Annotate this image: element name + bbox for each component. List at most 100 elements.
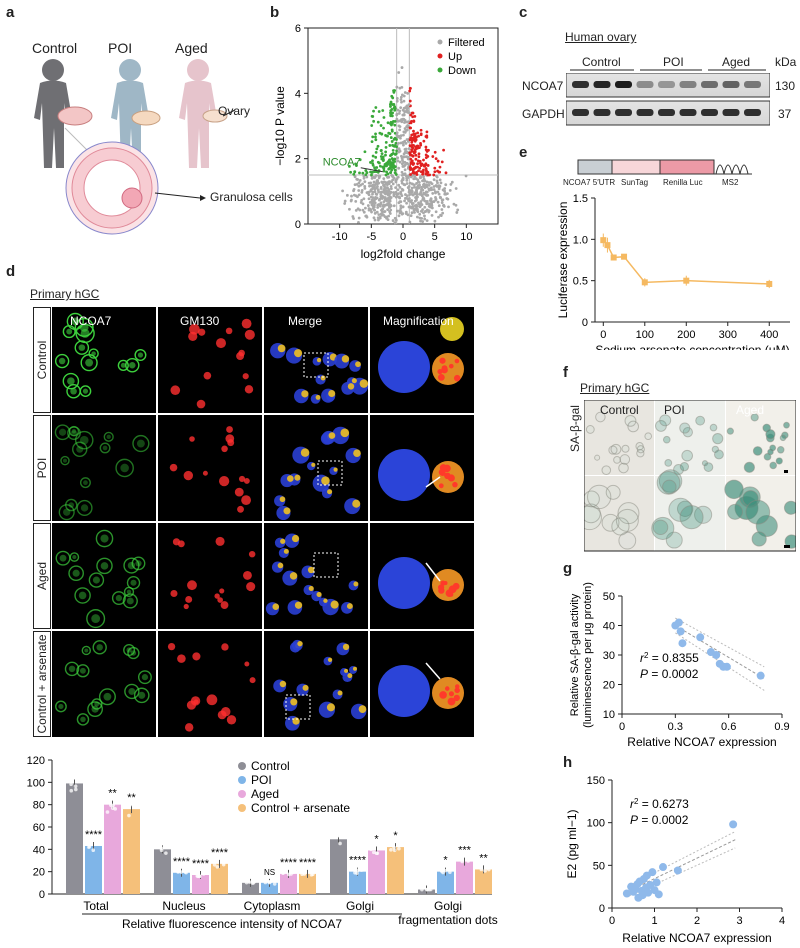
legend-dot-filtered	[437, 39, 443, 45]
volcano-point-down	[372, 109, 375, 113]
category-golgi-frag-1: Golgi	[434, 899, 462, 913]
bar-1-0	[154, 849, 171, 894]
volcano-point	[412, 120, 416, 123]
volcano-point	[433, 170, 437, 174]
volcano-point-up	[425, 150, 429, 153]
green-core	[70, 387, 77, 395]
gapdh-band	[593, 109, 611, 116]
scatter-point	[652, 878, 661, 887]
volcano-point	[360, 188, 364, 192]
red-dot	[243, 570, 252, 580]
sagal-cell	[605, 484, 621, 500]
volcano-point	[386, 208, 390, 212]
volcano-point	[365, 191, 369, 195]
sagal-cell	[709, 423, 718, 432]
sagal-cell	[601, 465, 612, 476]
volcano-point-up	[408, 165, 412, 169]
aged-silhouette	[179, 59, 217, 168]
volcano-point	[409, 191, 413, 194]
volcano-point	[372, 216, 376, 220]
volcano-point	[370, 173, 373, 177]
volcano-point	[446, 192, 449, 196]
y-tick-label: 150	[587, 775, 605, 787]
significance-mark: *	[443, 855, 448, 867]
mag-golgi-fragment	[439, 357, 446, 364]
volcano-point	[413, 114, 417, 118]
volcano-point	[418, 176, 422, 180]
green-core	[83, 480, 88, 486]
volcano-point-down	[370, 114, 374, 118]
micro-tile-r1-c0	[52, 415, 156, 521]
green-cell	[133, 687, 150, 704]
merge-spot	[320, 375, 326, 381]
volcano-point	[410, 139, 414, 142]
volcano-point	[427, 183, 431, 187]
volcano-point	[403, 199, 406, 203]
luciferase-point	[604, 242, 611, 249]
volcano-point	[424, 190, 428, 194]
panel-h-letter: h	[563, 754, 573, 771]
red-dot	[172, 538, 181, 546]
volcano-point	[387, 214, 391, 218]
bar-dot	[289, 870, 293, 874]
bar-dot	[69, 782, 73, 787]
red-dot	[189, 323, 200, 335]
volcano-point	[394, 173, 398, 176]
bar-dot	[267, 879, 272, 884]
zoom-box	[285, 694, 311, 720]
western-group-control: Control	[582, 55, 621, 69]
scatter-point	[659, 863, 667, 872]
green-cell	[64, 661, 80, 677]
volcano-point	[343, 202, 347, 205]
volcano-point-down	[375, 166, 379, 169]
bar-dot	[221, 860, 226, 865]
volcano-point	[410, 111, 414, 115]
volcano-point	[395, 209, 399, 213]
volcano-point	[376, 206, 380, 209]
sagal-cell	[763, 452, 772, 461]
x-tick-label: 0.9	[774, 721, 789, 733]
volcano-point-up	[416, 165, 419, 169]
legend-dot-up	[437, 53, 443, 59]
volcano-point	[448, 188, 452, 192]
green-core	[126, 647, 132, 653]
volcano-point	[402, 133, 405, 137]
volcano-point-down	[374, 132, 377, 136]
y-tick-label: 20	[33, 867, 45, 879]
y-tick-label: 100	[587, 818, 605, 830]
volcano-point	[409, 199, 413, 203]
bar-dot	[371, 850, 376, 855]
mag-nucleus	[378, 341, 430, 393]
green-core	[91, 351, 96, 356]
volcano-point	[400, 170, 404, 174]
sagal-cell	[662, 435, 671, 444]
sagal-cell	[712, 433, 724, 445]
red-dot	[198, 328, 206, 336]
red-dot	[192, 652, 201, 661]
significance-mark: *	[393, 830, 398, 842]
western-unit: kDa	[775, 55, 797, 69]
volcano-point-up	[411, 168, 414, 171]
bar-dot	[281, 871, 285, 876]
volcano-point	[438, 165, 442, 169]
volcano-point-up	[411, 154, 415, 158]
volcano-point	[413, 185, 416, 189]
mag-golgi-fragment	[447, 474, 455, 482]
scatter-point	[729, 820, 738, 829]
merge-spot	[327, 489, 333, 495]
volcano-point	[433, 219, 437, 223]
volcano-point-down	[390, 129, 394, 133]
volcano-point	[377, 198, 381, 202]
volcano-point	[356, 207, 360, 211]
volcano-frame	[307, 27, 499, 225]
sagal-cell	[769, 444, 777, 452]
volcano-point	[394, 186, 397, 190]
volcano-point	[352, 173, 356, 176]
sagal-cell	[743, 461, 755, 473]
panel-a-group-control: Control	[32, 40, 78, 56]
x-tick-label: 100	[636, 329, 654, 341]
volcano-point	[406, 186, 410, 189]
micro-tile-r1-c3	[370, 415, 474, 521]
panel-c-letter: c	[519, 4, 528, 21]
volcano-point	[401, 113, 405, 117]
